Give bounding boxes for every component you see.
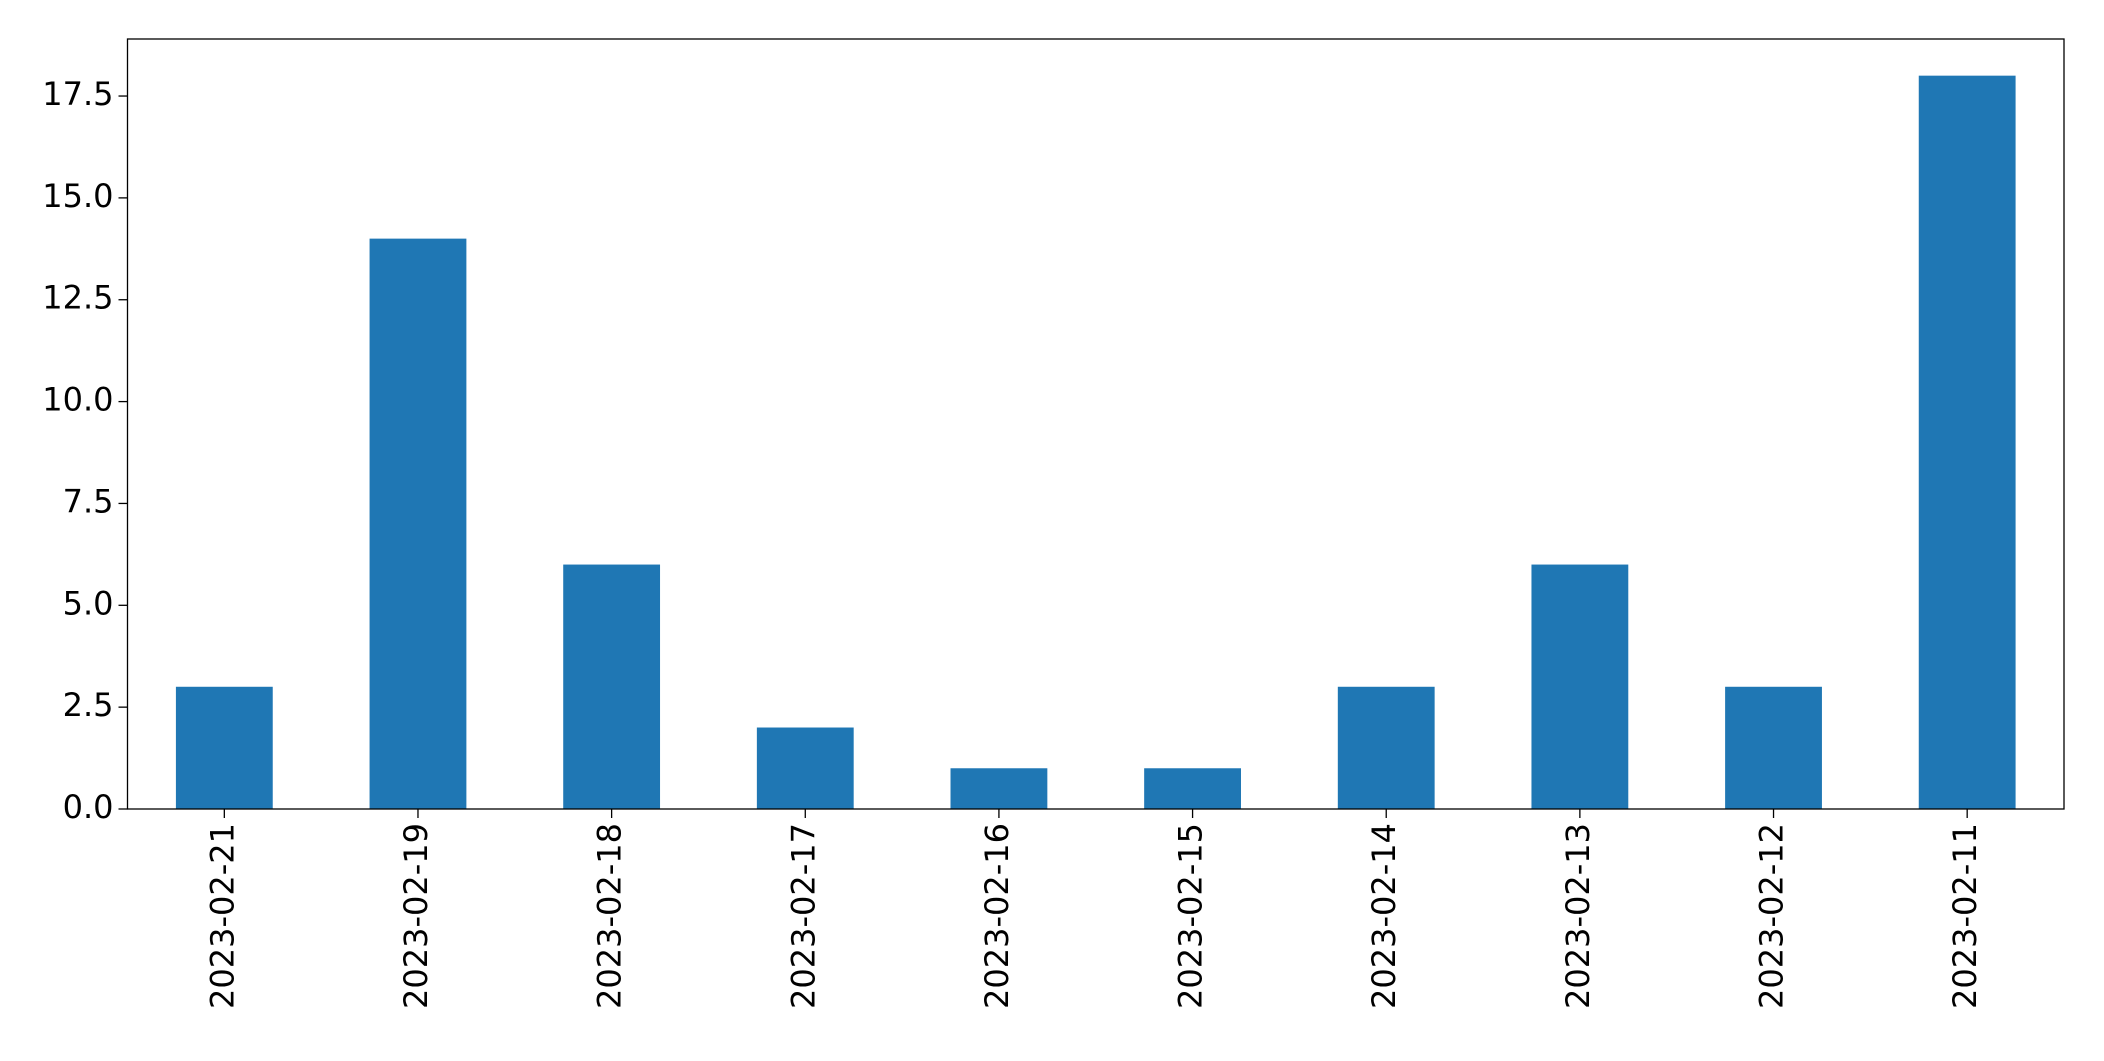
x-tick-label: 2023-02-21	[203, 823, 241, 1009]
plot-frame	[126, 38, 2065, 810]
bar	[1144, 768, 1241, 809]
x-tick-label: 2023-02-15	[1172, 823, 1210, 1009]
bar	[175, 686, 273, 809]
bar	[1337, 686, 1435, 809]
y-tick-label: 0.0	[63, 788, 114, 826]
x-tick-label: 2023-02-19	[397, 823, 435, 1009]
bar	[563, 564, 661, 809]
y-tick-label: 17.5	[42, 75, 113, 113]
x-tick-label: 2023-02-13	[1559, 823, 1597, 1009]
bar	[1918, 75, 2016, 809]
y-tick-label: 10.0	[42, 381, 113, 419]
y-tick-label: 2.5	[63, 686, 114, 724]
x-tick-label: 2023-02-11	[1946, 823, 1984, 1009]
y-tick-label: 7.5	[63, 482, 114, 520]
x-tick-label: 2023-02-16	[978, 823, 1016, 1009]
bar	[1725, 686, 1822, 809]
x-tick-label: 2023-02-17	[784, 823, 822, 1009]
bar	[369, 238, 467, 809]
x-tick-label: 2023-02-14	[1365, 823, 1403, 1009]
bar	[756, 727, 854, 809]
y-tick-label: 12.5	[42, 279, 113, 317]
x-tick-label: 2023-02-18	[591, 823, 629, 1009]
bar	[950, 768, 1048, 809]
y-tick-label: 5.0	[63, 584, 114, 622]
y-tick-label: 15.0	[42, 177, 113, 215]
x-tick-label: 2023-02-12	[1753, 823, 1791, 1009]
bar	[1531, 564, 1629, 809]
